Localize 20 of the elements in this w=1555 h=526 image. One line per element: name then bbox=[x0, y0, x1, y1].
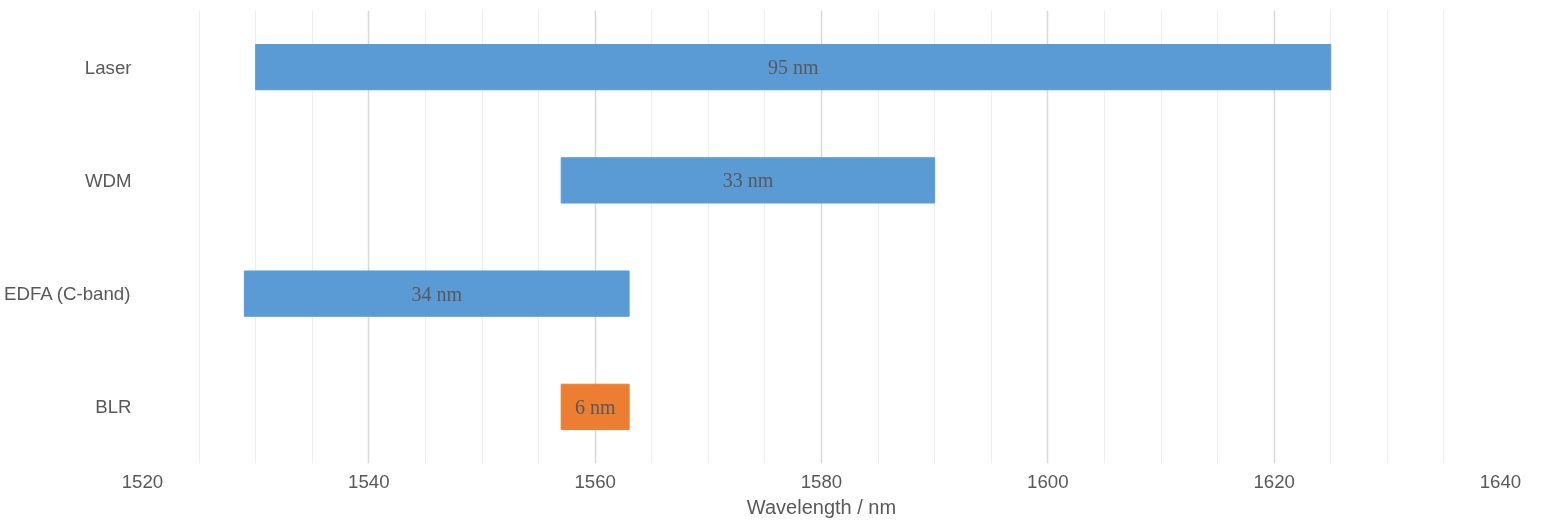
y-tick-label: EDFA (C-band) bbox=[3, 283, 131, 305]
x-tick-label: 1540 bbox=[348, 470, 390, 492]
bar bbox=[243, 270, 630, 317]
data-label: 33 nm bbox=[722, 169, 774, 192]
x-axis-title: Wavelength / nm bbox=[746, 495, 897, 518]
x-tick-label: 1600 bbox=[1027, 470, 1069, 492]
x-tick-label: 1640 bbox=[1479, 470, 1522, 492]
x-tick-label: 1520 bbox=[121, 470, 164, 492]
data-label: 95 nm bbox=[767, 56, 819, 79]
y-tick-label: BLR bbox=[95, 396, 132, 418]
data-label: 34 nm bbox=[411, 282, 463, 305]
x-tick-label: 1560 bbox=[574, 470, 616, 492]
bar bbox=[560, 383, 630, 431]
data-label: 6 nm bbox=[574, 395, 616, 418]
bar bbox=[560, 157, 936, 204]
y-tick-label: Laser bbox=[84, 56, 132, 78]
bar bbox=[255, 43, 1332, 91]
x-tick-label: 1580 bbox=[800, 470, 843, 492]
x-tick-label: 1620 bbox=[1253, 470, 1295, 492]
y-tick-label: WDM bbox=[84, 169, 132, 191]
